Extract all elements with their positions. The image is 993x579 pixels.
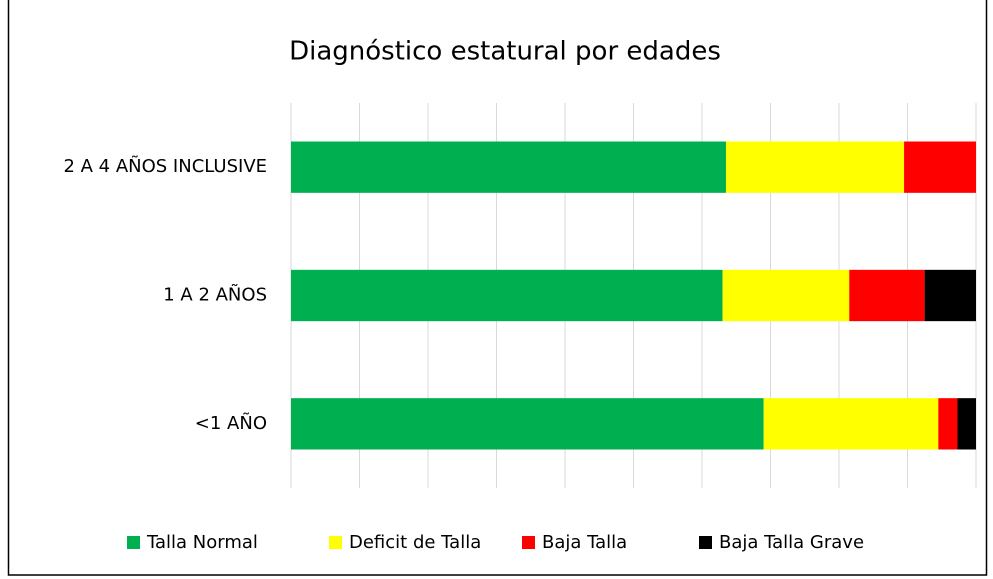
bar-segment (725, 141, 905, 193)
chart-title: Diagnóstico estatural por edades (289, 37, 721, 67)
y-tick-label: 2 A 4 AÑOS INCLUSIVE (63, 155, 267, 177)
legend-label: Talla Normal (146, 532, 258, 553)
bar-segment (849, 269, 925, 322)
legend-swatch (329, 536, 342, 549)
bar-segment (904, 141, 976, 193)
legend-swatch (699, 536, 712, 549)
legend-swatch (127, 536, 140, 549)
bar-segment (291, 398, 764, 450)
legend-label: Deficit de Talla (349, 532, 481, 553)
bar-segment (763, 398, 939, 450)
legend-swatch (522, 536, 535, 549)
legend-label: Baja Talla (542, 532, 627, 553)
legend-label: Baja Talla Grave (719, 532, 864, 553)
bar-segment (291, 141, 726, 193)
bar-segment (722, 269, 850, 322)
bar-segment (957, 398, 976, 450)
y-tick-label: 1 A 2 AÑOS (163, 284, 267, 306)
bar-segment (291, 269, 723, 322)
bar-segment (938, 398, 958, 450)
bar-segment (924, 269, 976, 322)
y-tick-label: <1 AÑO (195, 412, 267, 434)
